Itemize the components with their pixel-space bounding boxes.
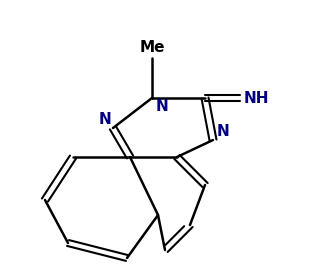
Text: Me: Me — [139, 40, 165, 55]
Text: N: N — [99, 112, 111, 126]
Text: N: N — [155, 99, 168, 114]
Text: N: N — [216, 124, 229, 139]
Text: NH: NH — [243, 90, 269, 106]
